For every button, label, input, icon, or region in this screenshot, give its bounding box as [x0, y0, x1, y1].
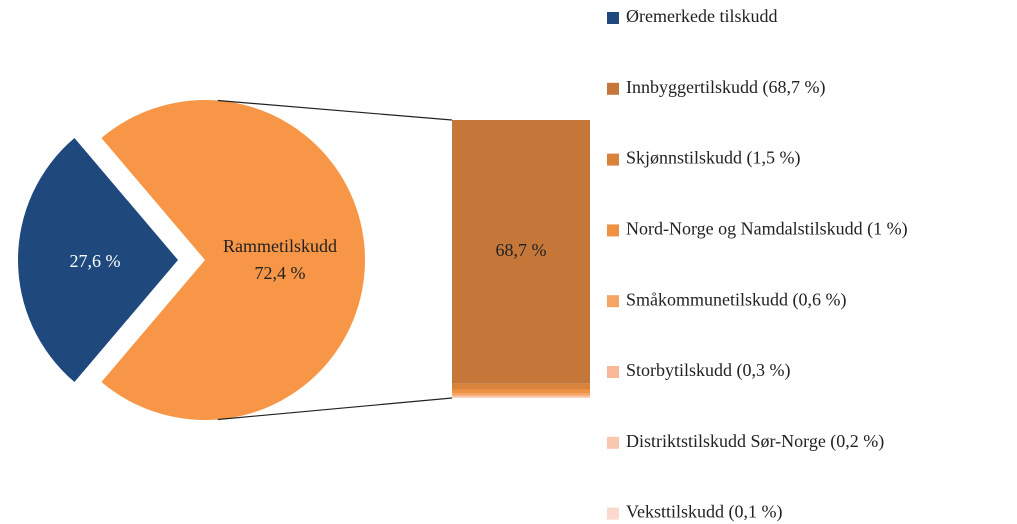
legend-swatch [607, 224, 619, 237]
bar-segment [452, 395, 590, 397]
legend-swatch [607, 366, 619, 378]
pie-slice [101, 99, 366, 420]
legend-swatch [607, 153, 619, 166]
bar-segment [452, 389, 590, 394]
bar-segment [452, 396, 590, 398]
legend-swatch [607, 82, 619, 95]
legend-swatch [607, 295, 619, 308]
legend-label: Småkommunetilskudd (0,6 %) [626, 289, 846, 310]
connector [217, 99, 453, 121]
bar-label: 68,7 % [496, 240, 547, 260]
legend-label: Skjønnstilskudd (1,5 %) [626, 148, 801, 169]
legend-label: Innbyggertilskudd (68,7 %) [626, 77, 825, 98]
connector [217, 397, 453, 421]
legend-label: Distriktstilskudd Sør-Norge (0,2 %) [626, 431, 884, 452]
pie-label: 72,4 % [255, 263, 306, 283]
legend-label: Storbytilskudd (0,3 %) [626, 360, 791, 381]
legend-label: Nord-Norge og Namdalstilskudd (1 %) [626, 219, 908, 240]
legend-swatch [607, 436, 619, 449]
bar-segment [452, 120, 590, 384]
legend-swatch [607, 12, 619, 24]
bar-segment [452, 383, 590, 390]
legend-swatch [607, 507, 619, 520]
pie-label: 27,6 % [70, 251, 121, 271]
legend-label: Veksttilskudd (0,1 %) [626, 502, 783, 523]
pie-slice [17, 138, 178, 382]
legend-label: Øremerkede tilskudd [626, 6, 777, 26]
pie-label: Rammetilskudd [223, 236, 337, 256]
bar-segment [452, 393, 590, 396]
